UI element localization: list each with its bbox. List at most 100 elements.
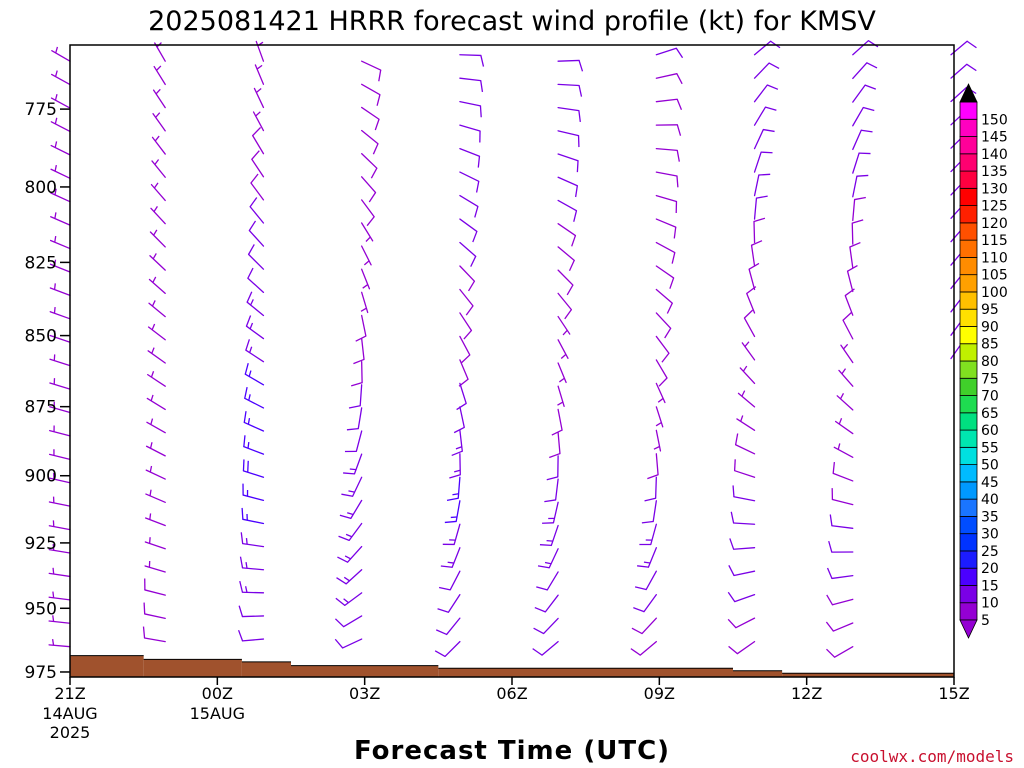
barb-0-25-half-0 [51,639,55,646]
barb-5-11 [557,315,571,336]
barb-3-0-full-0 [378,69,382,82]
barb-7-18-staff [733,470,756,478]
barb-6-7 [655,218,677,239]
barb-6-14 [655,382,666,404]
barb-5-3-staff [557,130,580,137]
barb-7-12-staff [743,317,756,338]
barb-6-8-staff [655,241,676,254]
barb-6-18-staff [654,476,657,499]
barb-1-2 [152,88,166,109]
plot-frame [69,44,955,678]
terrain-block-6 [782,673,954,677]
barb-5-19-staff [552,501,559,524]
colorbar-band-110 [959,239,978,258]
barb-7-24-full-0 [727,618,737,629]
barb-8-11-full-0 [844,288,855,297]
colorbar-band-45 [959,464,978,483]
barb-1-0-staff [154,42,166,62]
barb-3-7-staff [361,222,374,242]
barb-4-14-staff [459,382,467,405]
barb-3-19 [339,499,363,520]
barb-4-15 [453,406,465,434]
barb-8-0-staff [852,40,870,56]
x-year-label-0: 2025 [50,723,91,742]
barb-7-23 [727,591,756,603]
barb-6-11-staff [655,312,672,329]
barb-5-23-staff [544,594,559,613]
barb-6-19 [641,500,657,524]
barb-2-24-staff [241,615,265,618]
x-tick-label-2: 03Z [349,684,380,703]
barb-1-3-staff [152,113,166,132]
barb-8-16-staff [834,420,854,435]
barb-2-10-staff [247,277,265,293]
colorbar-label-60: 60 [981,423,999,439]
barb-5-25-staff [541,640,559,656]
colorbar-label-40: 40 [981,492,999,508]
barb-4-25-staff [444,640,461,658]
barb-5-8-staff [557,246,575,262]
barb-2-12-staff [245,325,265,340]
barb-7-19-full-0 [732,485,735,497]
barb-1-20-staff [144,517,166,527]
barb-7-15 [737,390,756,408]
barb-4-5-full-0 [475,181,480,193]
barb-4-17-half-0 [454,469,461,473]
barb-4-23-staff [447,594,461,613]
colorbar-band-100 [959,274,978,293]
colorbar-label-115: 115 [981,233,1008,249]
barb-5-14-staff [557,385,565,407]
barb-7-9-staff [750,244,756,267]
barb-2-6-full-0 [250,173,259,184]
barb-8-22-full-0 [826,567,833,579]
barb-2-1-staff [254,64,265,85]
barb-6-22-staff [645,570,657,591]
barb-3-24-full-0 [334,618,345,628]
barb-4-0 [459,54,485,67]
barb-4-21-full-0 [440,565,453,568]
barb-3-1-full-0 [376,94,381,106]
barb-2-14-half-0 [248,370,252,377]
barb-8-24-full-0 [825,621,834,632]
barb-1-8-half-0 [153,229,158,236]
barb-8-17-staff [833,446,854,458]
barb-4-2-staff [459,101,482,107]
barb-0-8-half-0 [54,235,57,243]
barb-2-15-staff [244,397,265,409]
barb-5-13-half-0 [558,377,565,383]
barb-0-4-half-0 [54,141,58,148]
barb-5-18-full-0 [544,499,556,503]
colorbar-label-150: 150 [981,112,1008,128]
barb-2-21-staff [242,542,265,548]
barb-3-7 [361,222,374,242]
barb-0-5-staff [50,168,71,179]
barb-2-22 [239,556,265,571]
barb-2-8 [248,220,265,247]
barb-8-18-full-0 [832,461,836,474]
y-axis: 775 800 825 850 875 900 925 950 975 [25,100,70,683]
barb-3-10 [360,291,369,314]
barb-2-9 [247,244,265,270]
barb-4-10-full-0 [465,305,474,316]
barb-8-23-staff [831,598,854,606]
barb-6-19-staff [652,500,657,523]
barb-6-13 [655,359,668,387]
barb-5-0 [557,59,584,72]
barb-2-13-staff [245,349,265,363]
barb-4-22-full-0 [438,586,451,591]
barb-1-9-half-0 [152,253,157,260]
barb-6-4 [655,147,680,162]
barb-6-18 [644,476,657,502]
barb-4-12-full-0 [461,354,471,364]
barb-3-18-staff [351,476,363,497]
barb-7-4-full-0 [763,128,775,133]
barb-0-0-half-0 [55,46,59,54]
barb-2-1 [254,64,265,85]
barb-5-2 [557,106,581,122]
barb-5-22-full-0 [536,586,548,591]
barb-3-23-half-0 [343,598,349,604]
barb-2-10 [247,267,265,293]
barb-4-5-staff [459,171,480,182]
barb-3-6-full-0 [366,216,375,227]
barb-5-2-full-0 [578,110,581,122]
